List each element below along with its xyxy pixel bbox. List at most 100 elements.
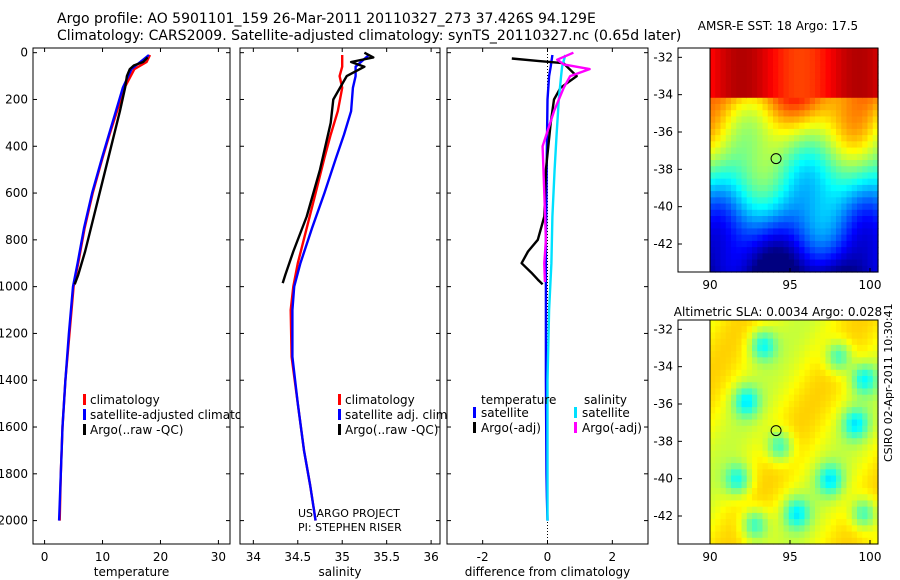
heatmap-cell xyxy=(825,407,832,414)
heatmap-cell xyxy=(804,332,811,340)
heatmap-cell xyxy=(867,338,874,346)
x-tick-label: 36 xyxy=(423,550,438,564)
heatmap-cell xyxy=(794,240,800,248)
heatmap-cell xyxy=(788,519,795,526)
heatmap-cell xyxy=(736,320,743,327)
heatmap-cell xyxy=(846,110,853,118)
heatmap-cell xyxy=(762,444,769,452)
heatmap-cell xyxy=(757,432,764,439)
heatmap-cell xyxy=(767,259,774,267)
heatmap-cell xyxy=(804,481,811,489)
heatmap-cell xyxy=(799,135,806,142)
heatmap-cell xyxy=(804,469,811,477)
heatmap-cell xyxy=(804,394,811,402)
heatmap-cell xyxy=(825,438,832,446)
heatmap-cell xyxy=(804,320,811,327)
heatmap-cell xyxy=(841,512,848,520)
heatmap-cell xyxy=(836,85,842,93)
heatmap-cell xyxy=(725,388,732,396)
heatmap-cell xyxy=(872,72,879,80)
heatmap-cell xyxy=(767,475,774,483)
heatmap-cell xyxy=(767,48,774,55)
heatmap-cell xyxy=(752,357,758,365)
heatmap-cell xyxy=(825,160,832,167)
heatmap-cell xyxy=(725,369,732,377)
heatmap-cell xyxy=(773,72,779,80)
heatmap-cell xyxy=(836,197,842,205)
heatmap-cell xyxy=(736,122,743,130)
heatmap-cell xyxy=(841,450,848,458)
heatmap-cell xyxy=(872,116,879,124)
heatmap-cell xyxy=(715,141,722,149)
heatmap-cell xyxy=(783,141,790,149)
heatmap-cell xyxy=(851,382,858,390)
x-tick-label: 100 xyxy=(859,550,882,564)
heatmap-cell xyxy=(710,184,716,192)
heatmap-cell xyxy=(857,407,863,414)
heatmap-cell xyxy=(778,72,785,80)
heatmap-cell xyxy=(720,456,727,464)
heatmap-cell xyxy=(857,344,863,352)
heatmap-cell xyxy=(846,388,853,396)
heatmap-cell xyxy=(783,394,790,402)
heatmap-cell xyxy=(862,60,869,68)
heatmap-cell xyxy=(799,141,806,149)
heatmap-cell xyxy=(710,394,716,402)
heatmap-cell xyxy=(746,419,753,427)
heatmap-cell xyxy=(752,344,758,352)
heatmap-cell xyxy=(836,488,842,495)
heatmap-cell xyxy=(773,184,779,192)
heatmap-cell xyxy=(736,72,743,80)
heatmap-cell xyxy=(846,265,853,273)
heatmap-cell xyxy=(720,141,727,149)
heatmap-cell xyxy=(825,110,832,118)
heatmap-cell xyxy=(820,494,827,502)
heatmap-cell xyxy=(767,376,774,383)
heatmap-cell xyxy=(762,488,769,495)
heatmap-cell xyxy=(725,506,732,514)
heatmap-cell xyxy=(757,85,764,93)
heatmap-cell xyxy=(794,481,800,489)
heatmap-cell xyxy=(715,413,722,421)
heatmap-cell xyxy=(820,481,827,489)
heatmap-cell xyxy=(741,519,748,526)
heatmap-cell xyxy=(773,407,779,414)
heatmap-cell xyxy=(804,382,811,390)
heatmap-cell xyxy=(836,481,842,489)
heatmap-cell xyxy=(794,222,800,230)
heatmap-cell xyxy=(783,147,790,155)
heatmap-cell xyxy=(804,72,811,80)
heatmap-cell xyxy=(746,253,753,261)
heatmap-cell xyxy=(830,178,837,186)
heatmap-cell xyxy=(788,438,795,446)
heatmap-cell xyxy=(773,475,779,483)
heatmap-cell xyxy=(799,216,806,223)
heatmap-cell xyxy=(720,494,727,502)
heatmap-cell xyxy=(851,326,858,334)
heatmap-cell xyxy=(809,166,816,174)
heatmap-cell xyxy=(867,60,874,68)
heatmap-cell xyxy=(851,425,858,433)
heatmap-cell xyxy=(820,85,827,93)
heatmap-cell xyxy=(746,463,753,470)
heatmap-cell xyxy=(762,512,769,520)
heatmap-cell xyxy=(809,97,816,105)
heatmap-cell xyxy=(841,122,848,130)
heatmap-cell xyxy=(846,172,853,180)
heatmap-cell xyxy=(820,135,827,142)
heatmap-cell xyxy=(757,494,764,502)
heatmap-cell xyxy=(788,394,795,402)
heatmap-cell xyxy=(825,494,832,502)
heatmap-cell xyxy=(783,234,790,242)
heatmap-cell xyxy=(872,153,879,161)
heatmap-cell xyxy=(820,363,827,371)
heatmap-cell xyxy=(767,253,774,261)
heatmap-cell xyxy=(736,463,743,470)
heatmap-cell xyxy=(731,332,737,340)
heatmap-cell xyxy=(867,382,874,390)
heatmap-cell xyxy=(836,240,842,248)
heatmap-cell xyxy=(872,438,879,446)
heatmap-cell xyxy=(830,419,837,427)
heatmap-cell xyxy=(741,512,748,520)
